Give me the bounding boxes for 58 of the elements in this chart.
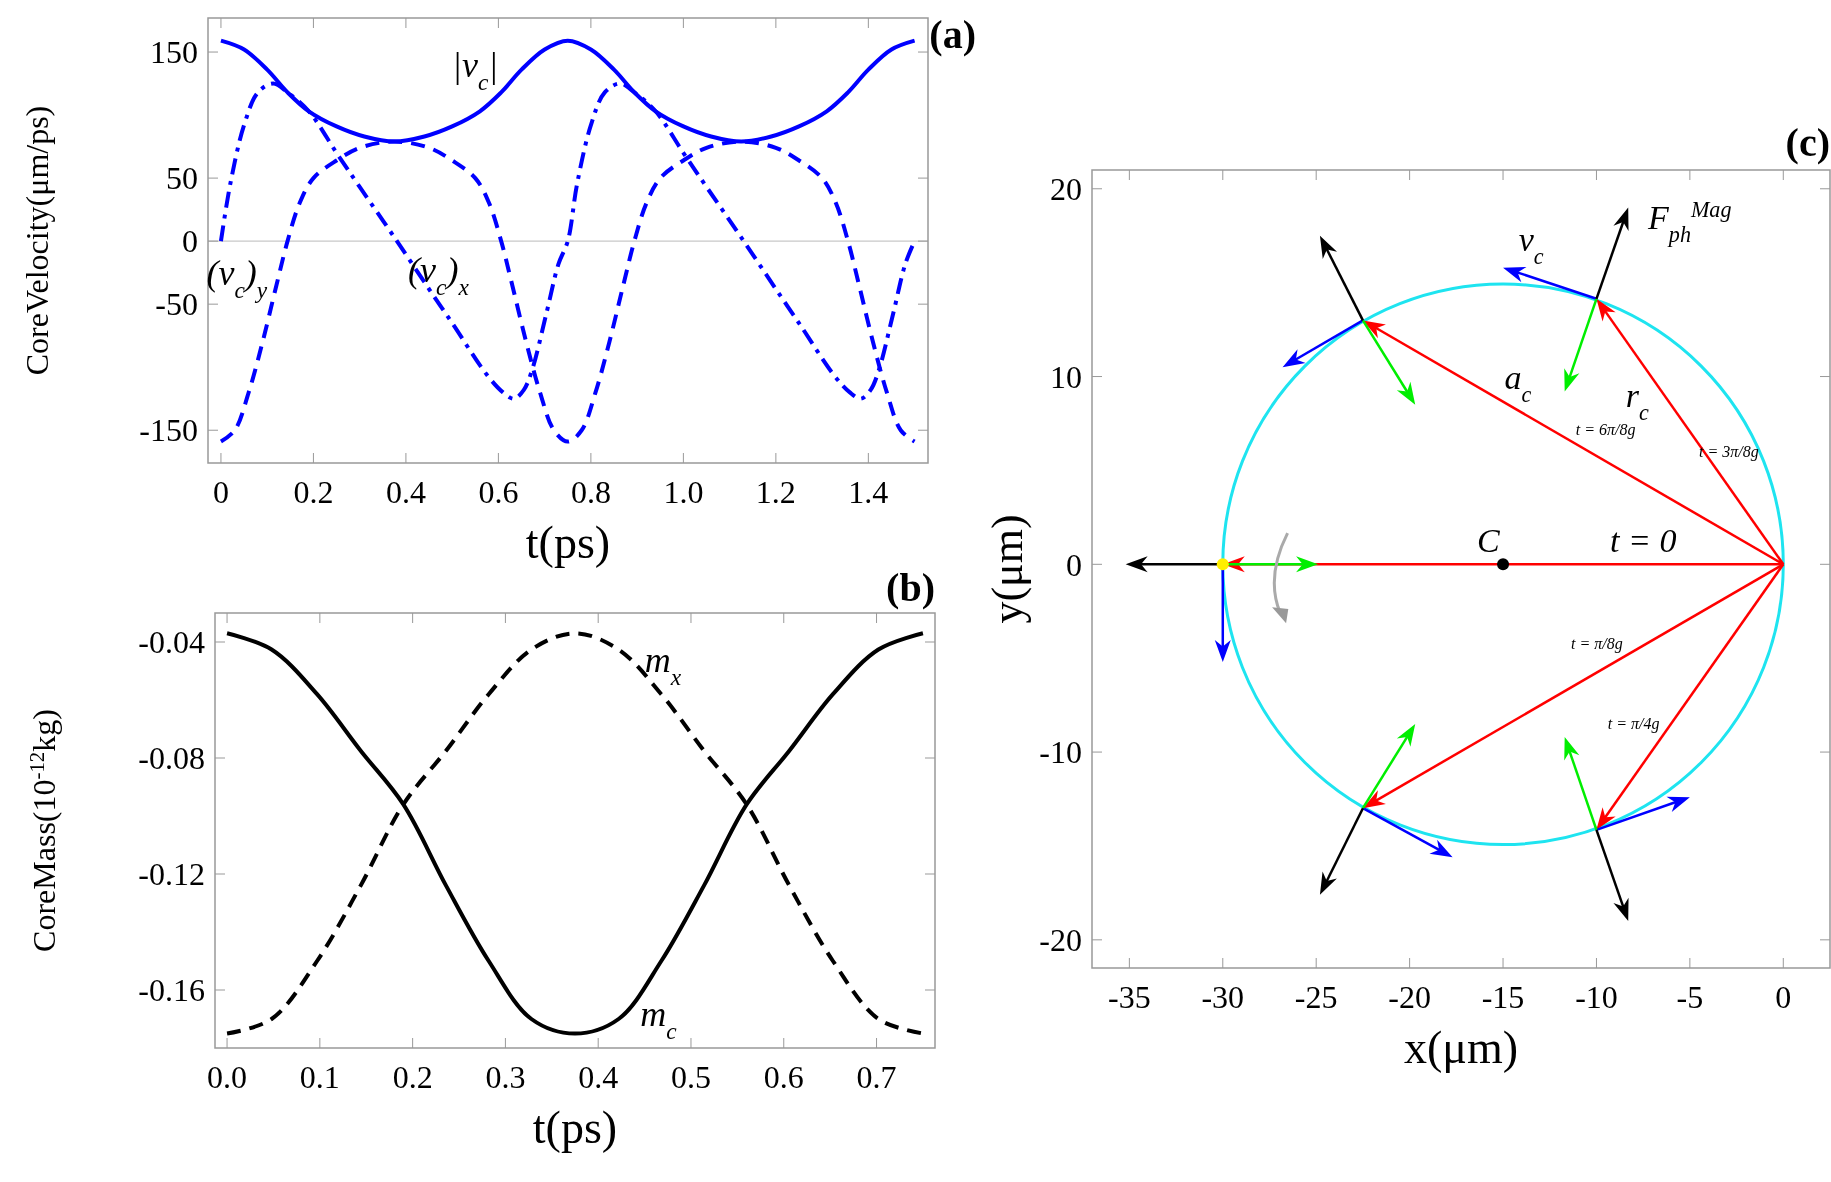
annotation: |v$_{c}$| bbox=[452, 45, 499, 96]
y-tick-label: -0.16 bbox=[138, 972, 205, 1009]
x-tick-label: 0.4 bbox=[385, 474, 426, 510]
y-tick-label: -0.08 bbox=[138, 740, 205, 777]
x-tick-label: 0 bbox=[1775, 979, 1792, 1015]
annotation: m$_{c}$ bbox=[640, 993, 678, 1044]
annotation: t = 3π/8g bbox=[1699, 443, 1759, 462]
y-tick-label: 0 bbox=[1066, 546, 1082, 583]
x-tick-label: 1.4 bbox=[848, 474, 889, 510]
y-tick-label: 10 bbox=[1050, 358, 1082, 395]
x-tick-label: 0.6 bbox=[763, 1059, 804, 1095]
x-axis-title: t(ps) bbox=[525, 517, 611, 568]
x-tick-label: -15 bbox=[1481, 979, 1525, 1015]
x-tick-label: -35 bbox=[1108, 979, 1151, 1015]
x-tick-label: 0.4 bbox=[578, 1059, 619, 1095]
y-axis-title: y(μm) bbox=[983, 514, 1032, 624]
annotation: t = π/4g bbox=[1607, 715, 1660, 734]
x-tick-label: -10 bbox=[1575, 979, 1618, 1015]
x-tick-label: 0.3 bbox=[485, 1059, 526, 1095]
x-axis-title: x(μm) bbox=[1403, 1022, 1519, 1073]
x-tick-label: 0.1 bbox=[299, 1059, 340, 1095]
y-tick-label: -50 bbox=[155, 286, 198, 323]
y-tick-label: 50 bbox=[166, 160, 198, 197]
x-tick-label: 0.5 bbox=[670, 1059, 711, 1095]
y-tick-label: -0.04 bbox=[138, 624, 205, 661]
y-tick-label: 0 bbox=[182, 223, 198, 260]
y-tick-label: -0.12 bbox=[138, 856, 205, 893]
annotation: C bbox=[1476, 522, 1500, 560]
y-tick-label: -10 bbox=[1039, 734, 1082, 771]
x-tick-label: 0.2 bbox=[293, 474, 334, 510]
y-axis-title: CoreVelocity(μm/ps) bbox=[19, 105, 55, 376]
x-tick-label: 0.7 bbox=[856, 1059, 897, 1095]
x-tick-label: 1.0 bbox=[663, 474, 704, 510]
y-tick-label: 150 bbox=[150, 34, 198, 71]
x-tick-label: 0.6 bbox=[478, 474, 519, 510]
x-tick-label: -25 bbox=[1294, 979, 1338, 1015]
annotation: t = 0 bbox=[1610, 522, 1677, 560]
annotation: v$_{c}$ bbox=[1518, 221, 1544, 269]
annotation: t = π/8g bbox=[1570, 634, 1623, 653]
x-tick-label: 0.8 bbox=[570, 474, 611, 510]
x-tick-label: 1.2 bbox=[755, 474, 796, 510]
x-axis-title: t(ps) bbox=[532, 1102, 618, 1153]
annotation: (v$_{c}$)$_{y}$ bbox=[206, 253, 268, 304]
y-tick-label: -150 bbox=[139, 412, 198, 449]
annotation: (v$_{c}$)$_{x}$ bbox=[408, 249, 470, 300]
annotation: m$_{x}$ bbox=[644, 640, 682, 691]
chart-title: (b) bbox=[886, 565, 935, 610]
x-tick-label: 0.2 bbox=[392, 1059, 433, 1095]
chart-title: (c) bbox=[1785, 120, 1830, 165]
x-tick-label: 0.0 bbox=[207, 1059, 248, 1095]
annotation: a$_{c}$ bbox=[1504, 358, 1532, 407]
x-tick-label: 0 bbox=[212, 474, 229, 510]
x-tick-label: -5 bbox=[1676, 979, 1704, 1015]
x-tick-label: -20 bbox=[1388, 979, 1431, 1015]
chart-title: (a) bbox=[929, 12, 976, 57]
x-tick-label: -30 bbox=[1201, 979, 1245, 1015]
y-tick-label: 20 bbox=[1050, 170, 1082, 207]
y-tick-label: -20 bbox=[1039, 922, 1082, 959]
